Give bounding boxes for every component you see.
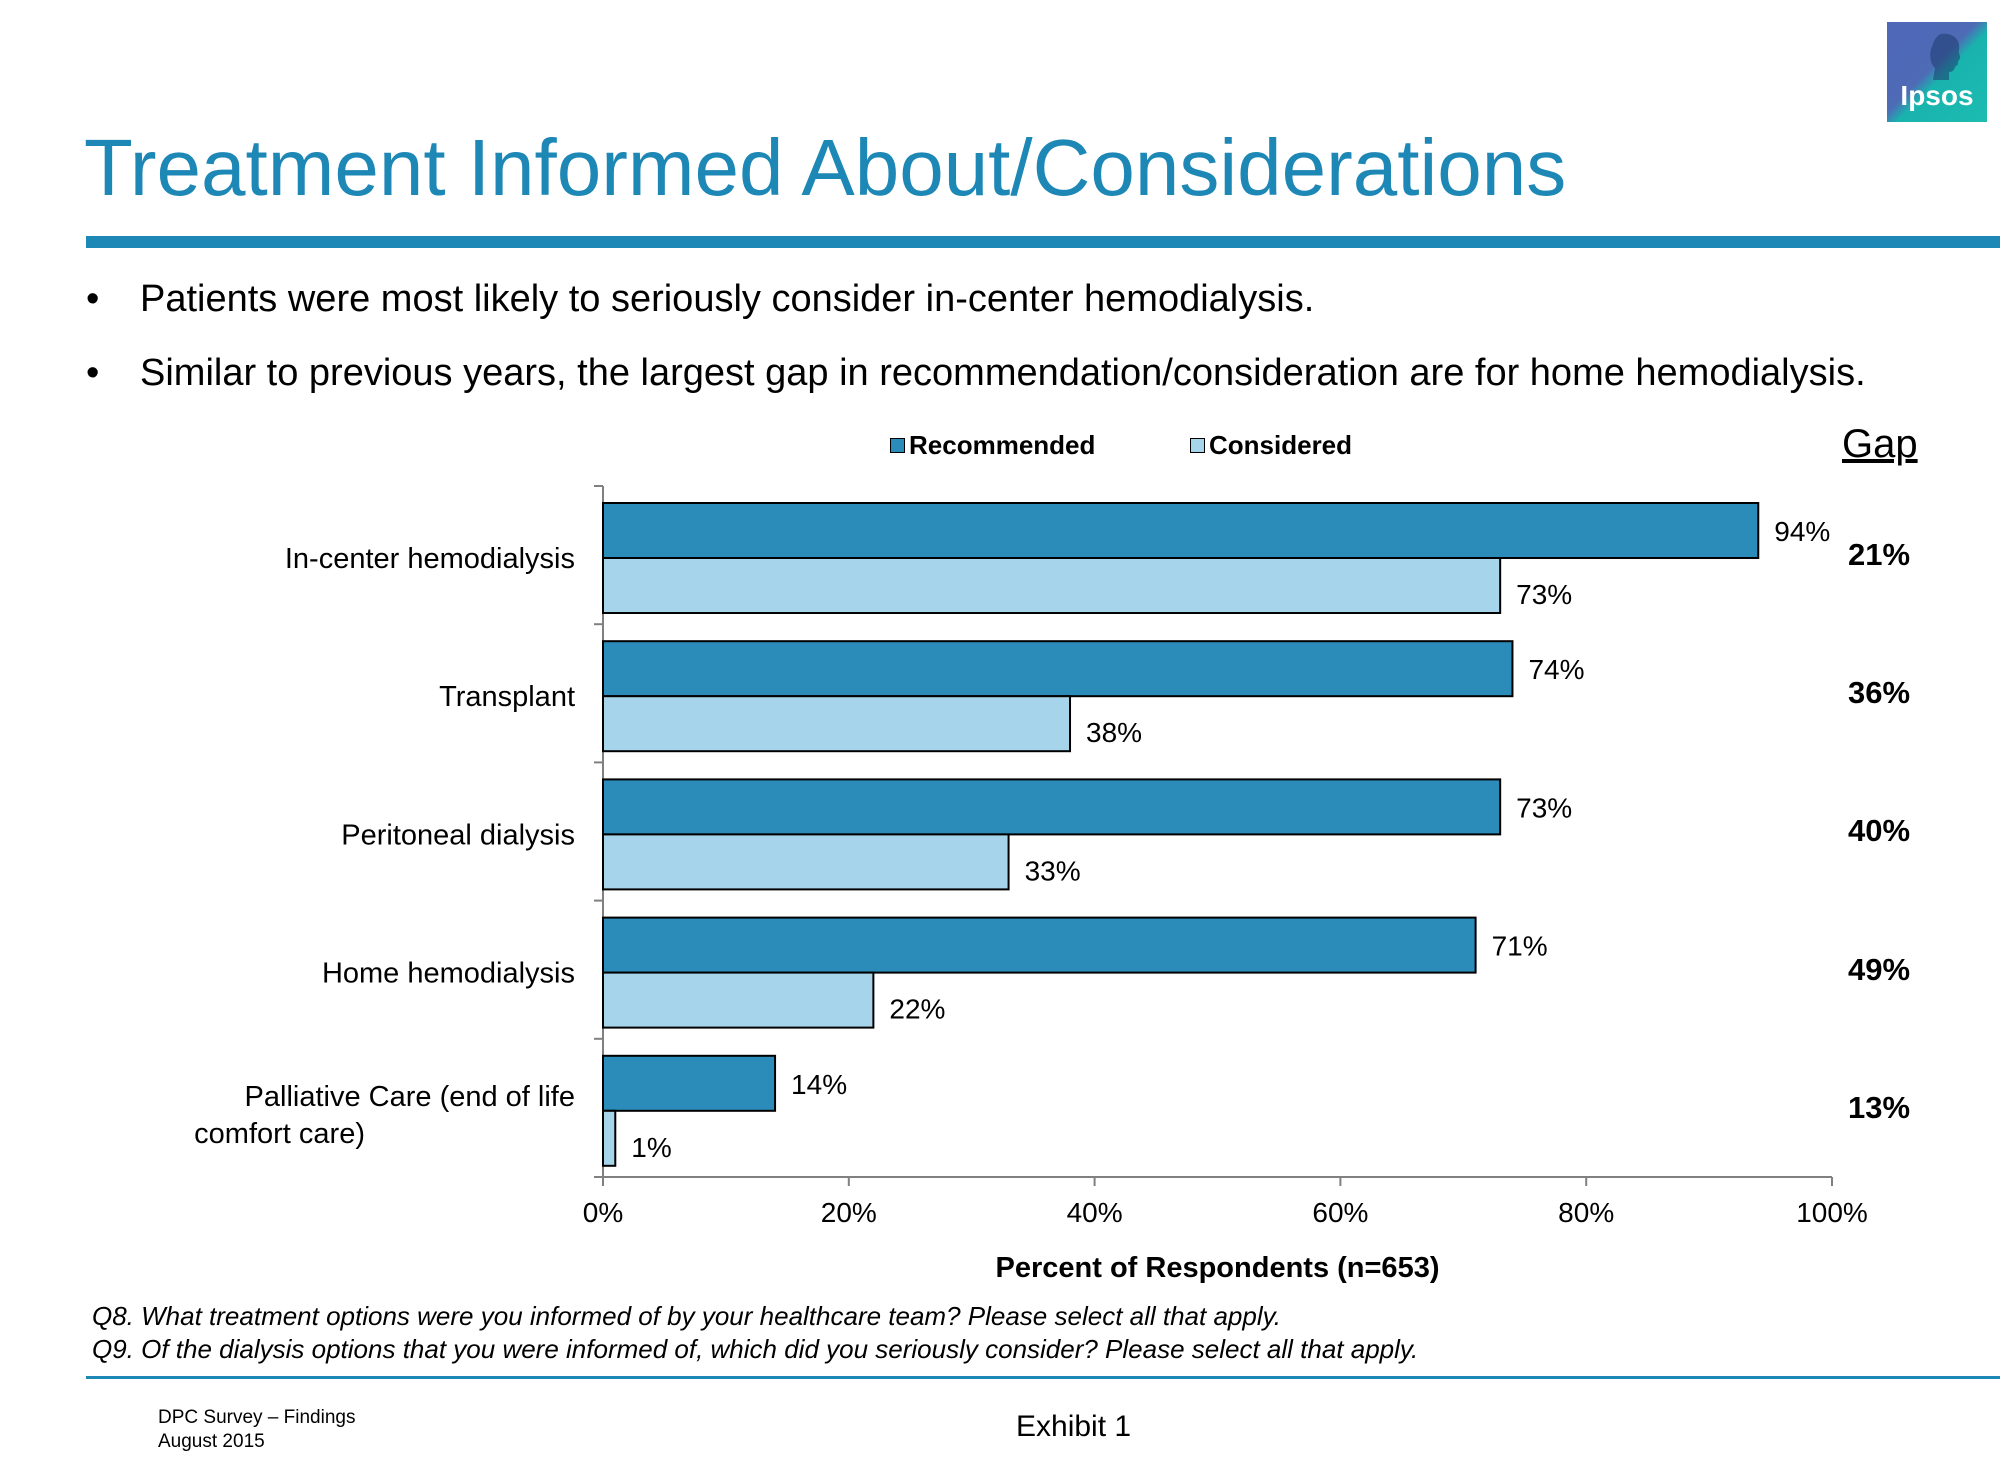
category-label: Home hemodialysis: [322, 958, 575, 990]
footer-survey-name: DPC Survey – Findings: [158, 1407, 356, 1428]
bullet-symbol: •: [86, 352, 100, 394]
bullet-text: Similar to previous years, the largest g…: [140, 352, 1866, 394]
bar-recommended: [602, 778, 1502, 836]
footnote-q8: Q8. What treatment options were you info…: [92, 1301, 1281, 1331]
x-axis-title: Percent of Respondents (n=653): [996, 1252, 1440, 1284]
x-tick-label: 80%: [1558, 1197, 1614, 1228]
category-label: Transplant: [439, 681, 575, 713]
logo-text: Ipsos: [1900, 80, 1974, 111]
legend-swatch-considered: [1190, 437, 1205, 453]
data-label-considered: 33%: [1025, 855, 1081, 886]
x-tick-label: 40%: [1067, 1197, 1123, 1228]
bar-considered: [602, 833, 1010, 891]
x-tick-label: 100%: [1796, 1197, 1868, 1228]
data-label-recommended: 73%: [1516, 792, 1572, 823]
gap-value: 36%: [1848, 675, 1911, 711]
bar-considered: [602, 971, 875, 1029]
legend-item-recommended: Recommended: [890, 430, 1095, 461]
data-label-recommended: 94%: [1774, 516, 1830, 547]
slide-title: Treatment Informed About/Considerations: [84, 123, 1567, 212]
bar-considered: [602, 695, 1072, 753]
footer-date: August 2015: [158, 1430, 265, 1452]
ipsos-logo: Ipsos: [1887, 22, 1987, 122]
bar-considered: [602, 557, 1502, 614]
category-label: In-center hemodialysis: [285, 543, 575, 575]
bullet-symbol: •: [86, 278, 100, 320]
data-label-recommended: 74%: [1528, 654, 1584, 685]
x-tick-label: 60%: [1312, 1197, 1368, 1228]
legend-label: Recommended: [909, 430, 1096, 460]
footer-divider: [86, 1376, 2000, 1379]
category-label: Palliative Care (end of life comfort care…: [194, 1081, 575, 1150]
legend-item-considered: Considered: [1190, 430, 1352, 461]
bar-chart: 0% 20% 40% 60% 80% 100% Percent of Respondents…: [194, 485, 1868, 1284]
legend-swatch-recommended: [890, 437, 905, 453]
x-tick-label: 20%: [821, 1197, 877, 1228]
exhibit-label: Exhibit 1: [1016, 1410, 1132, 1443]
gap-value: 40%: [1848, 813, 1911, 849]
title-divider: [86, 236, 2000, 248]
gap-value: 49%: [1848, 951, 1911, 987]
category-label: Peritoneal dialysis: [341, 819, 575, 851]
data-label-considered: 38%: [1086, 717, 1142, 748]
bar-considered: [602, 1109, 617, 1167]
bar-recommended: [602, 640, 1514, 698]
bullet-text: Patients were most likely to seriously c…: [140, 278, 1315, 320]
gap-title: Gap: [1842, 422, 1918, 466]
data-label-considered: 22%: [889, 994, 945, 1025]
head-silhouette-icon: [1930, 33, 1961, 80]
bar-recommended: [602, 1054, 777, 1112]
data-label-considered: 73%: [1516, 579, 1572, 610]
data-label-recommended: 14%: [791, 1069, 847, 1100]
bar-recommended: [602, 916, 1477, 974]
gap-value: 21%: [1848, 537, 1911, 572]
data-label-considered: 1%: [631, 1132, 671, 1163]
footnotes: Q8. What treatment options were you info…: [92, 1300, 1418, 1365]
x-tick-label: 0%: [583, 1197, 623, 1228]
legend-label: Considered: [1209, 430, 1353, 460]
footnote-q9: Q9. Of the dialysis options that you wer…: [92, 1333, 1419, 1364]
footer-left: DPC Survey – Findings August 2015: [158, 1406, 355, 1454]
data-label-recommended: 71%: [1492, 931, 1548, 962]
bar-recommended: [602, 502, 1760, 559]
gap-value: 13%: [1848, 1089, 1911, 1125]
